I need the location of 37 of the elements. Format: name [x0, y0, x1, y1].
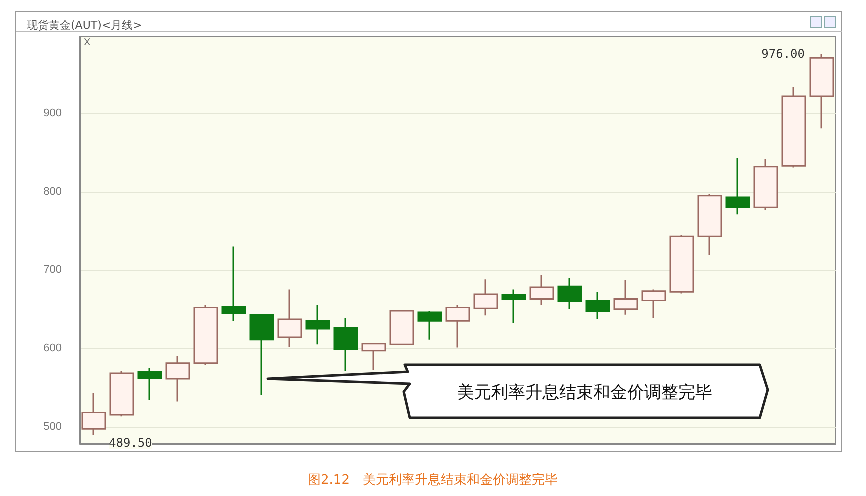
chart-title: 现货黄金(AUT)<月线> — [27, 19, 142, 32]
candlestick — [558, 277, 582, 310]
candlestick — [138, 367, 162, 401]
candlestick — [362, 342, 386, 372]
candlestick — [754, 158, 778, 211]
speech-bubble: 美元利率升息结束和金价调整完毕 — [266, 363, 770, 421]
y-tick-label: 700 — [44, 264, 62, 276]
candlestick — [166, 356, 190, 402]
candlestick — [194, 304, 218, 366]
y-tick-label: 500 — [44, 420, 62, 433]
candlestick — [614, 280, 638, 316]
candlestick — [278, 289, 302, 348]
y-tick-label: 600 — [44, 342, 62, 355]
y-tick-label: 900 — [44, 108, 62, 120]
candlestick — [250, 313, 274, 396]
candlestick — [446, 304, 470, 348]
candlestick — [390, 309, 414, 346]
y-tick-label: 800 — [44, 186, 62, 198]
annotation: 美元利率升息结束和金价调整完毕 — [458, 383, 712, 403]
candlestick — [502, 289, 526, 324]
candlestick — [474, 278, 498, 316]
annotation: 489.50 — [109, 436, 152, 450]
candlestick — [306, 304, 330, 346]
candlestick — [334, 317, 358, 372]
annotation: X — [84, 38, 91, 48]
annotation: 976.00 — [762, 47, 805, 62]
candlestick — [670, 234, 694, 294]
candlestick — [110, 370, 134, 418]
candlestick — [222, 246, 246, 322]
candlestick — [418, 310, 442, 341]
candlestick — [586, 291, 610, 320]
candlestick — [642, 289, 666, 319]
candlestick — [726, 158, 750, 216]
caption: 图2.12 美元利率升息结束和金价调整完毕 — [308, 472, 558, 488]
candlestick — [530, 274, 554, 306]
candlestick — [782, 86, 806, 168]
candlestick — [698, 194, 722, 256]
